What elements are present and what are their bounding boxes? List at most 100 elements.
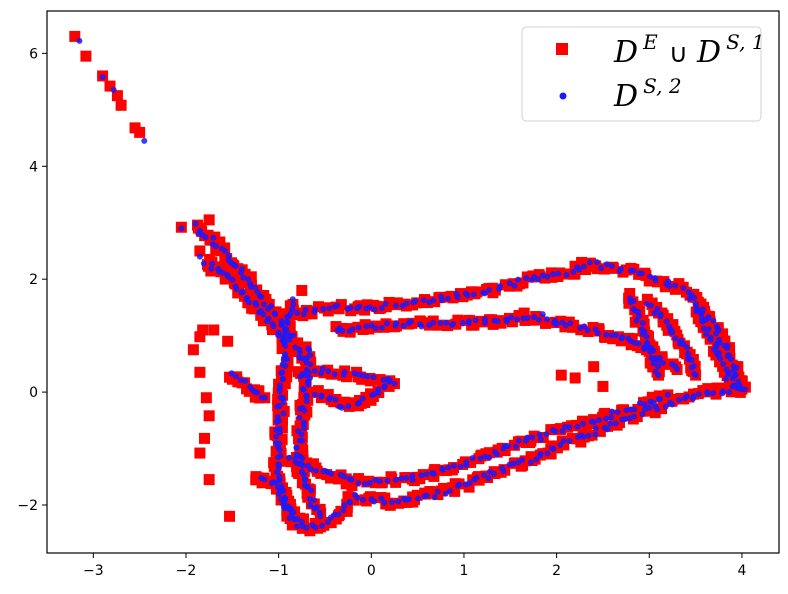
data-point-square bbox=[134, 126, 146, 138]
data-point-circle bbox=[294, 310, 301, 317]
data-point-circle bbox=[320, 305, 327, 312]
data-point-circle bbox=[298, 518, 305, 525]
y-tick-label: 0 bbox=[29, 385, 38, 401]
data-point-circle bbox=[430, 470, 437, 477]
data-point-circle bbox=[539, 311, 546, 318]
data-point-circle bbox=[719, 388, 726, 395]
data-point-circle bbox=[500, 468, 507, 475]
data-point-circle bbox=[550, 271, 557, 278]
data-point-circle bbox=[301, 476, 308, 483]
data-point-circle bbox=[349, 326, 356, 333]
data-point-circle bbox=[341, 368, 348, 375]
data-point-circle bbox=[656, 396, 663, 403]
data-point-circle bbox=[276, 477, 283, 484]
data-point-circle bbox=[724, 353, 731, 360]
data-point-circle bbox=[403, 475, 410, 482]
data-point-circle bbox=[704, 390, 711, 397]
data-point-circle bbox=[370, 374, 377, 381]
data-point-circle bbox=[580, 433, 587, 440]
data-point-circle bbox=[480, 289, 487, 296]
data-point-circle bbox=[359, 372, 366, 379]
data-point-circle bbox=[477, 455, 484, 462]
data-point-circle bbox=[311, 367, 318, 374]
data-point-circle bbox=[251, 388, 258, 395]
data-point-circle bbox=[643, 333, 650, 340]
data-point-square bbox=[282, 507, 294, 519]
data-point-circle bbox=[274, 469, 281, 476]
data-point-square bbox=[232, 287, 244, 299]
data-point-circle bbox=[418, 472, 425, 479]
data-point-square bbox=[348, 494, 360, 506]
data-point-square bbox=[656, 390, 668, 402]
data-point-circle bbox=[319, 522, 326, 529]
data-point-circle bbox=[695, 390, 702, 397]
data-point-square bbox=[715, 343, 727, 355]
data-point-circle bbox=[570, 268, 577, 275]
data-point-circle bbox=[650, 355, 657, 362]
data-point-circle bbox=[275, 490, 282, 497]
data-point-circle bbox=[667, 328, 674, 335]
data-point-circle bbox=[635, 308, 642, 315]
data-point-square bbox=[340, 371, 352, 383]
data-point-square bbox=[452, 314, 464, 326]
data-point-square bbox=[442, 320, 454, 332]
data-point-circle bbox=[579, 420, 586, 427]
legend-entry-0-op: ∪ bbox=[669, 39, 688, 69]
data-point-circle bbox=[692, 300, 699, 307]
data-point-square bbox=[607, 333, 619, 345]
data-point-circle bbox=[692, 372, 699, 379]
data-point-circle bbox=[701, 325, 708, 332]
data-point-circle bbox=[299, 462, 306, 469]
data-point-circle bbox=[512, 443, 519, 450]
data-point-circle bbox=[378, 324, 385, 331]
data-point-circle bbox=[261, 394, 268, 401]
data-point-square bbox=[588, 361, 600, 373]
data-point-circle bbox=[310, 496, 317, 503]
data-point-circle bbox=[585, 432, 592, 439]
data-point-circle bbox=[555, 270, 562, 277]
data-point-circle bbox=[381, 383, 388, 390]
data-point-circle bbox=[222, 247, 229, 254]
data-point-circle bbox=[598, 265, 605, 272]
data-point-circle bbox=[110, 87, 117, 94]
data-point-circle bbox=[676, 396, 683, 403]
data-point-square bbox=[245, 271, 257, 283]
data-point-square bbox=[586, 429, 598, 441]
data-point-circle bbox=[305, 381, 312, 388]
data-point-circle bbox=[331, 371, 338, 378]
data-point-circle bbox=[399, 302, 406, 309]
data-point-circle bbox=[407, 318, 414, 325]
data-point-square bbox=[609, 410, 621, 422]
points-layer bbox=[69, 30, 751, 537]
data-point-circle bbox=[465, 318, 472, 325]
data-point-circle bbox=[380, 377, 387, 384]
data-point-circle bbox=[462, 290, 469, 297]
data-point-circle bbox=[423, 471, 430, 478]
data-point-circle bbox=[603, 415, 610, 422]
data-point-square bbox=[250, 290, 262, 302]
data-point-circle bbox=[200, 260, 207, 267]
data-point-circle bbox=[405, 496, 412, 503]
data-point-circle bbox=[635, 313, 642, 320]
data-point-square bbox=[208, 324, 220, 336]
data-point-square bbox=[194, 245, 206, 257]
data-point-square bbox=[69, 30, 81, 42]
data-point-circle bbox=[341, 502, 348, 509]
data-point-circle bbox=[276, 387, 283, 394]
data-point-square bbox=[367, 299, 379, 311]
data-point-square bbox=[714, 382, 726, 394]
data-point-circle bbox=[472, 317, 479, 324]
data-point-circle bbox=[327, 394, 334, 401]
data-point-circle bbox=[298, 431, 305, 438]
data-point-circle bbox=[273, 418, 280, 425]
data-point-circle bbox=[359, 496, 366, 503]
data-point-circle bbox=[544, 450, 551, 457]
data-point-circle bbox=[258, 293, 265, 300]
data-point-circle bbox=[233, 286, 240, 293]
data-point-circle bbox=[430, 319, 437, 326]
data-point-circle bbox=[663, 280, 670, 287]
data-point-square bbox=[648, 405, 660, 417]
data-point-circle bbox=[550, 445, 557, 452]
data-point-square bbox=[194, 447, 206, 459]
data-point-circle bbox=[515, 276, 522, 283]
